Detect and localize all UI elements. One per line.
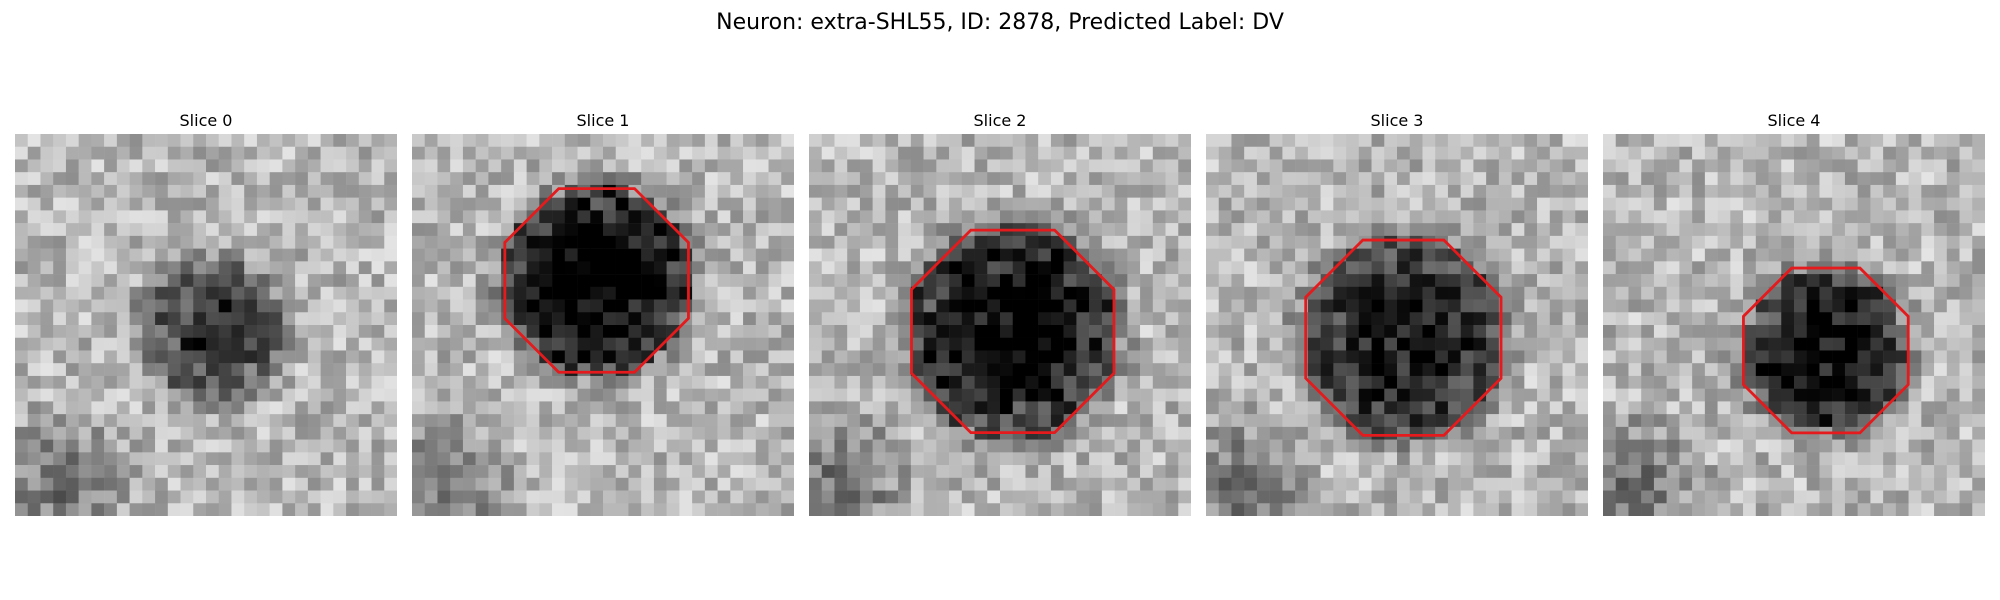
slice-image-3 bbox=[1206, 134, 1588, 516]
slice-image-0 bbox=[15, 134, 397, 516]
neuron-contour bbox=[1742, 266, 1910, 435]
neuron-contour bbox=[910, 228, 1116, 434]
slice-panel-2: Slice 2 bbox=[809, 108, 1191, 516]
slice-title-1: Slice 1 bbox=[576, 111, 630, 130]
pixel-grid bbox=[15, 134, 397, 516]
slice-title-0: Slice 0 bbox=[179, 111, 233, 130]
figure-title: Neuron: extra-SHL55, ID: 2878, Predicted… bbox=[716, 10, 1284, 35]
pixel-grid bbox=[412, 134, 794, 516]
slice-panel-1: Slice 1 bbox=[412, 108, 794, 516]
slice-title-2: Slice 2 bbox=[973, 111, 1027, 130]
slice-title-4: Slice 4 bbox=[1767, 111, 1821, 130]
pixel-grid bbox=[809, 134, 1191, 516]
slice-image-2 bbox=[809, 134, 1191, 516]
slice-title-3: Slice 3 bbox=[1370, 111, 1424, 130]
slice-panel-3: Slice 3 bbox=[1206, 108, 1588, 516]
neuron-contour bbox=[503, 187, 690, 374]
slice-panel-0: Slice 0 bbox=[15, 108, 397, 516]
pixel-grid bbox=[1206, 134, 1588, 516]
slice-image-4 bbox=[1603, 134, 1985, 516]
slice-panel-4: Slice 4 bbox=[1603, 108, 1985, 516]
slice-image-1 bbox=[412, 134, 794, 516]
pixel-grid bbox=[1603, 134, 1985, 516]
neuron-contour bbox=[1304, 238, 1503, 437]
